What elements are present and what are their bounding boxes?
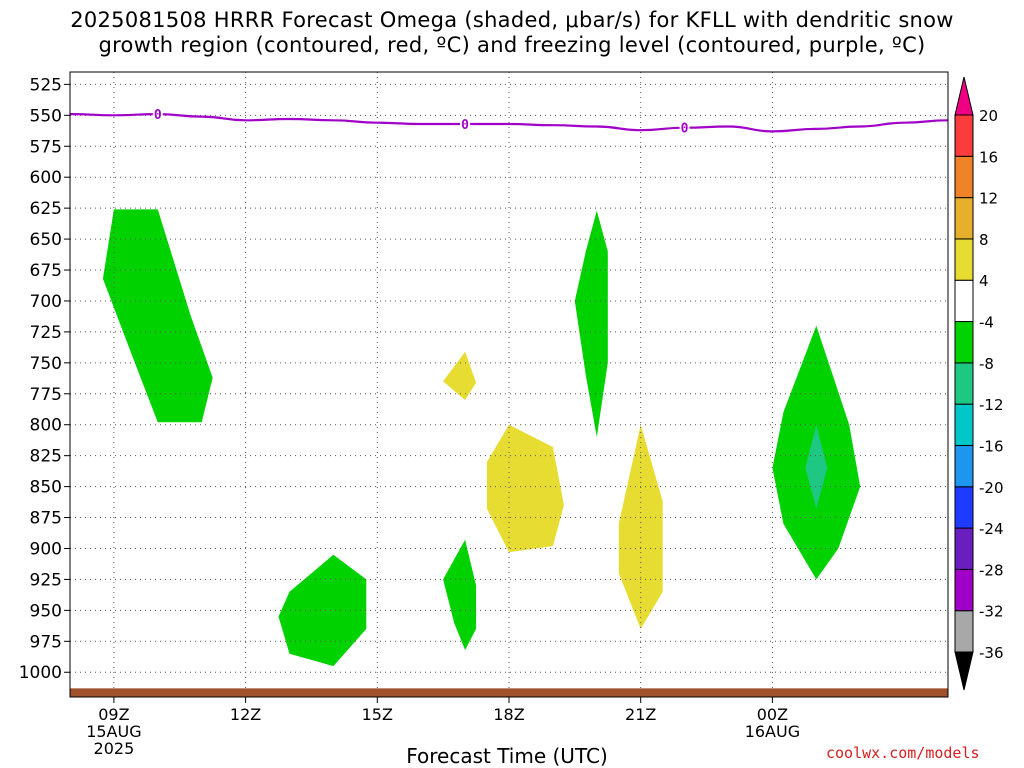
omega-region-7 xyxy=(443,351,477,400)
y-tick-label-925: 925 xyxy=(30,570,62,590)
y-tick-label-675: 675 xyxy=(30,261,62,281)
freezing-label-bg-1 xyxy=(152,106,163,121)
colorbar-band-6 xyxy=(954,403,974,446)
x-tick-label-5-line-0: 00Z xyxy=(757,705,788,724)
freezing-level: 0 0 0 xyxy=(69,106,949,137)
colorbar-label-9: 4 xyxy=(979,272,989,290)
x-tick-label-0-line-1: 15AUG xyxy=(86,722,141,741)
y-tick-label-550: 550 xyxy=(30,106,62,126)
y-tick-label-525: 525 xyxy=(30,75,62,95)
colorbar-top-triangle xyxy=(954,76,974,116)
y-tick-label-700: 700 xyxy=(30,292,62,312)
y-tick-label-750: 750 xyxy=(30,354,62,374)
colorbar-band-12 xyxy=(954,155,974,199)
y-tick-label-900: 900 xyxy=(30,539,62,559)
colorbar-bottom-triangle xyxy=(954,651,974,691)
colorbar-label-1: -32 xyxy=(979,603,1004,621)
colorbar-label-3: -24 xyxy=(979,520,1004,538)
y-tick-label-825: 825 xyxy=(30,447,62,467)
colorbar-label-0: -36 xyxy=(979,644,1004,662)
omega-region-1 xyxy=(102,209,213,423)
freezing-level-label-1: 0 xyxy=(154,108,162,123)
freezing-level-label-2: 0 xyxy=(461,118,469,133)
omega-region-5 xyxy=(443,539,477,650)
colorbar-band-5 xyxy=(954,444,974,488)
freezing-label-bg-2 xyxy=(460,115,471,130)
axes xyxy=(64,71,949,703)
y-tick-label-575: 575 xyxy=(30,137,62,157)
colorbar-band-11 xyxy=(954,197,974,240)
colorbar-label-12: 16 xyxy=(979,148,998,166)
colorbar-label-2: -28 xyxy=(979,561,1004,579)
colorbar-label-11: 12 xyxy=(979,190,998,208)
colorbar-band-4 xyxy=(954,486,974,529)
colorbar-band-13 xyxy=(954,114,974,157)
x-tick-label-2-line-0: 15Z xyxy=(362,705,393,724)
y-tick-label-800: 800 xyxy=(30,416,62,436)
y-tick-label-950: 950 xyxy=(30,601,62,621)
y-tick-label-775: 775 xyxy=(30,385,62,405)
colorbar-label-13: 20 xyxy=(979,107,998,125)
x-tick-label-1-line-0: 12Z xyxy=(230,705,261,724)
surface-band xyxy=(70,688,948,697)
x-tick-label-0-line-2: 2025 xyxy=(94,739,135,758)
y-tick-labels: 525 550 575 600 625 650 675 700 725 750 775 800 825 8… xyxy=(19,75,62,683)
y-tick-label-850: 850 xyxy=(30,478,62,498)
colorbar-band-10 xyxy=(954,238,974,281)
freezing-level-line xyxy=(69,112,949,133)
x-tick-label-3-line-0: 18Z xyxy=(493,705,524,724)
colorbar-band-3 xyxy=(954,527,974,570)
colorbar-label-8: -4 xyxy=(979,314,994,332)
x-tick-label-4-line-0: 21Z xyxy=(625,705,656,724)
omega-region-8 xyxy=(487,424,564,553)
colorbar: -36 -32 -28 -24 -20 -16 -12 -8 -4 4 8 12 16 20 xyxy=(954,76,1004,691)
x-tick-label-0-line-0: 09Z xyxy=(98,705,129,724)
chart-title-line-1: 2025081508 HRRR Forecast Omega (shaded, … xyxy=(70,8,954,32)
colorbar-band-7 xyxy=(954,362,974,405)
omega-region-6 xyxy=(805,424,828,509)
y-tick-label-875: 875 xyxy=(30,509,62,529)
colorbar-band-8 xyxy=(954,321,974,364)
y-tick-label-975: 975 xyxy=(30,632,62,652)
colorbar-label-6: -12 xyxy=(979,396,1004,414)
freezing-label-bg-3 xyxy=(679,119,690,134)
grid-lines xyxy=(70,72,948,697)
y-tick-label-1000: 1000 xyxy=(19,663,62,683)
y-tick-label-725: 725 xyxy=(30,323,62,343)
omega-shaded-regions xyxy=(102,209,861,667)
y-tick-label-625: 625 xyxy=(30,199,62,219)
colorbar-band-1 xyxy=(954,610,974,653)
x-axis-label: Forecast Time (UTC) xyxy=(406,744,608,768)
chart-title-line-2: growth region (contoured, red, ºC) and f… xyxy=(98,33,926,57)
colorbar-band-2 xyxy=(954,568,974,612)
omega-region-4 xyxy=(278,554,367,667)
omega-region-9 xyxy=(618,424,663,629)
x-tick-label-5-line-1: 16AUG xyxy=(745,722,800,741)
colorbar-label-4: -20 xyxy=(979,479,1004,497)
y-tick-label-650: 650 xyxy=(30,230,62,250)
colorbar-label-7: -8 xyxy=(979,355,994,373)
colorbar-band-9 xyxy=(954,279,974,323)
y-tick-label-600: 600 xyxy=(30,168,62,188)
colorbar-label-5: -16 xyxy=(979,437,1004,455)
omega-region-2 xyxy=(574,210,608,438)
surface-band-rect xyxy=(70,688,948,697)
freezing-level-label-3: 0 xyxy=(681,122,689,137)
colorbar-label-10: 8 xyxy=(979,231,989,249)
credit-text: coolwx.com/models xyxy=(826,744,980,762)
